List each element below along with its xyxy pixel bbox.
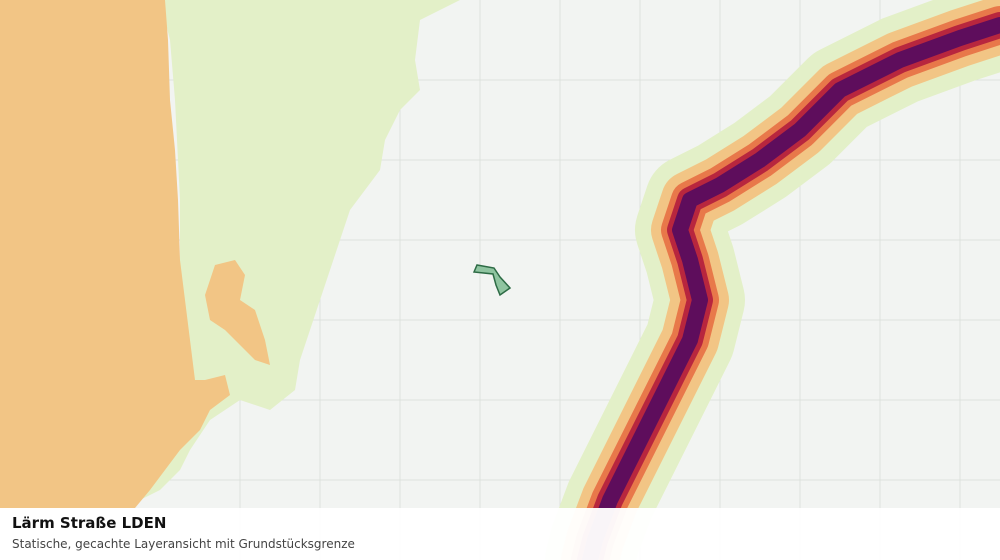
map-title: Lärm Straße LDEN	[12, 514, 167, 532]
parcel-boundary	[472, 264, 512, 297]
noise-zone-light-orange-patch	[205, 260, 270, 365]
noise-zone-light-orange	[0, 0, 230, 508]
road-noise-band	[545, 0, 1000, 560]
map-subtitle: Statische, gecachte Layeransicht mit Gru…	[12, 537, 355, 551]
caption-panel: Lärm Straße LDEN Statische, gecachte Lay…	[0, 508, 1000, 560]
